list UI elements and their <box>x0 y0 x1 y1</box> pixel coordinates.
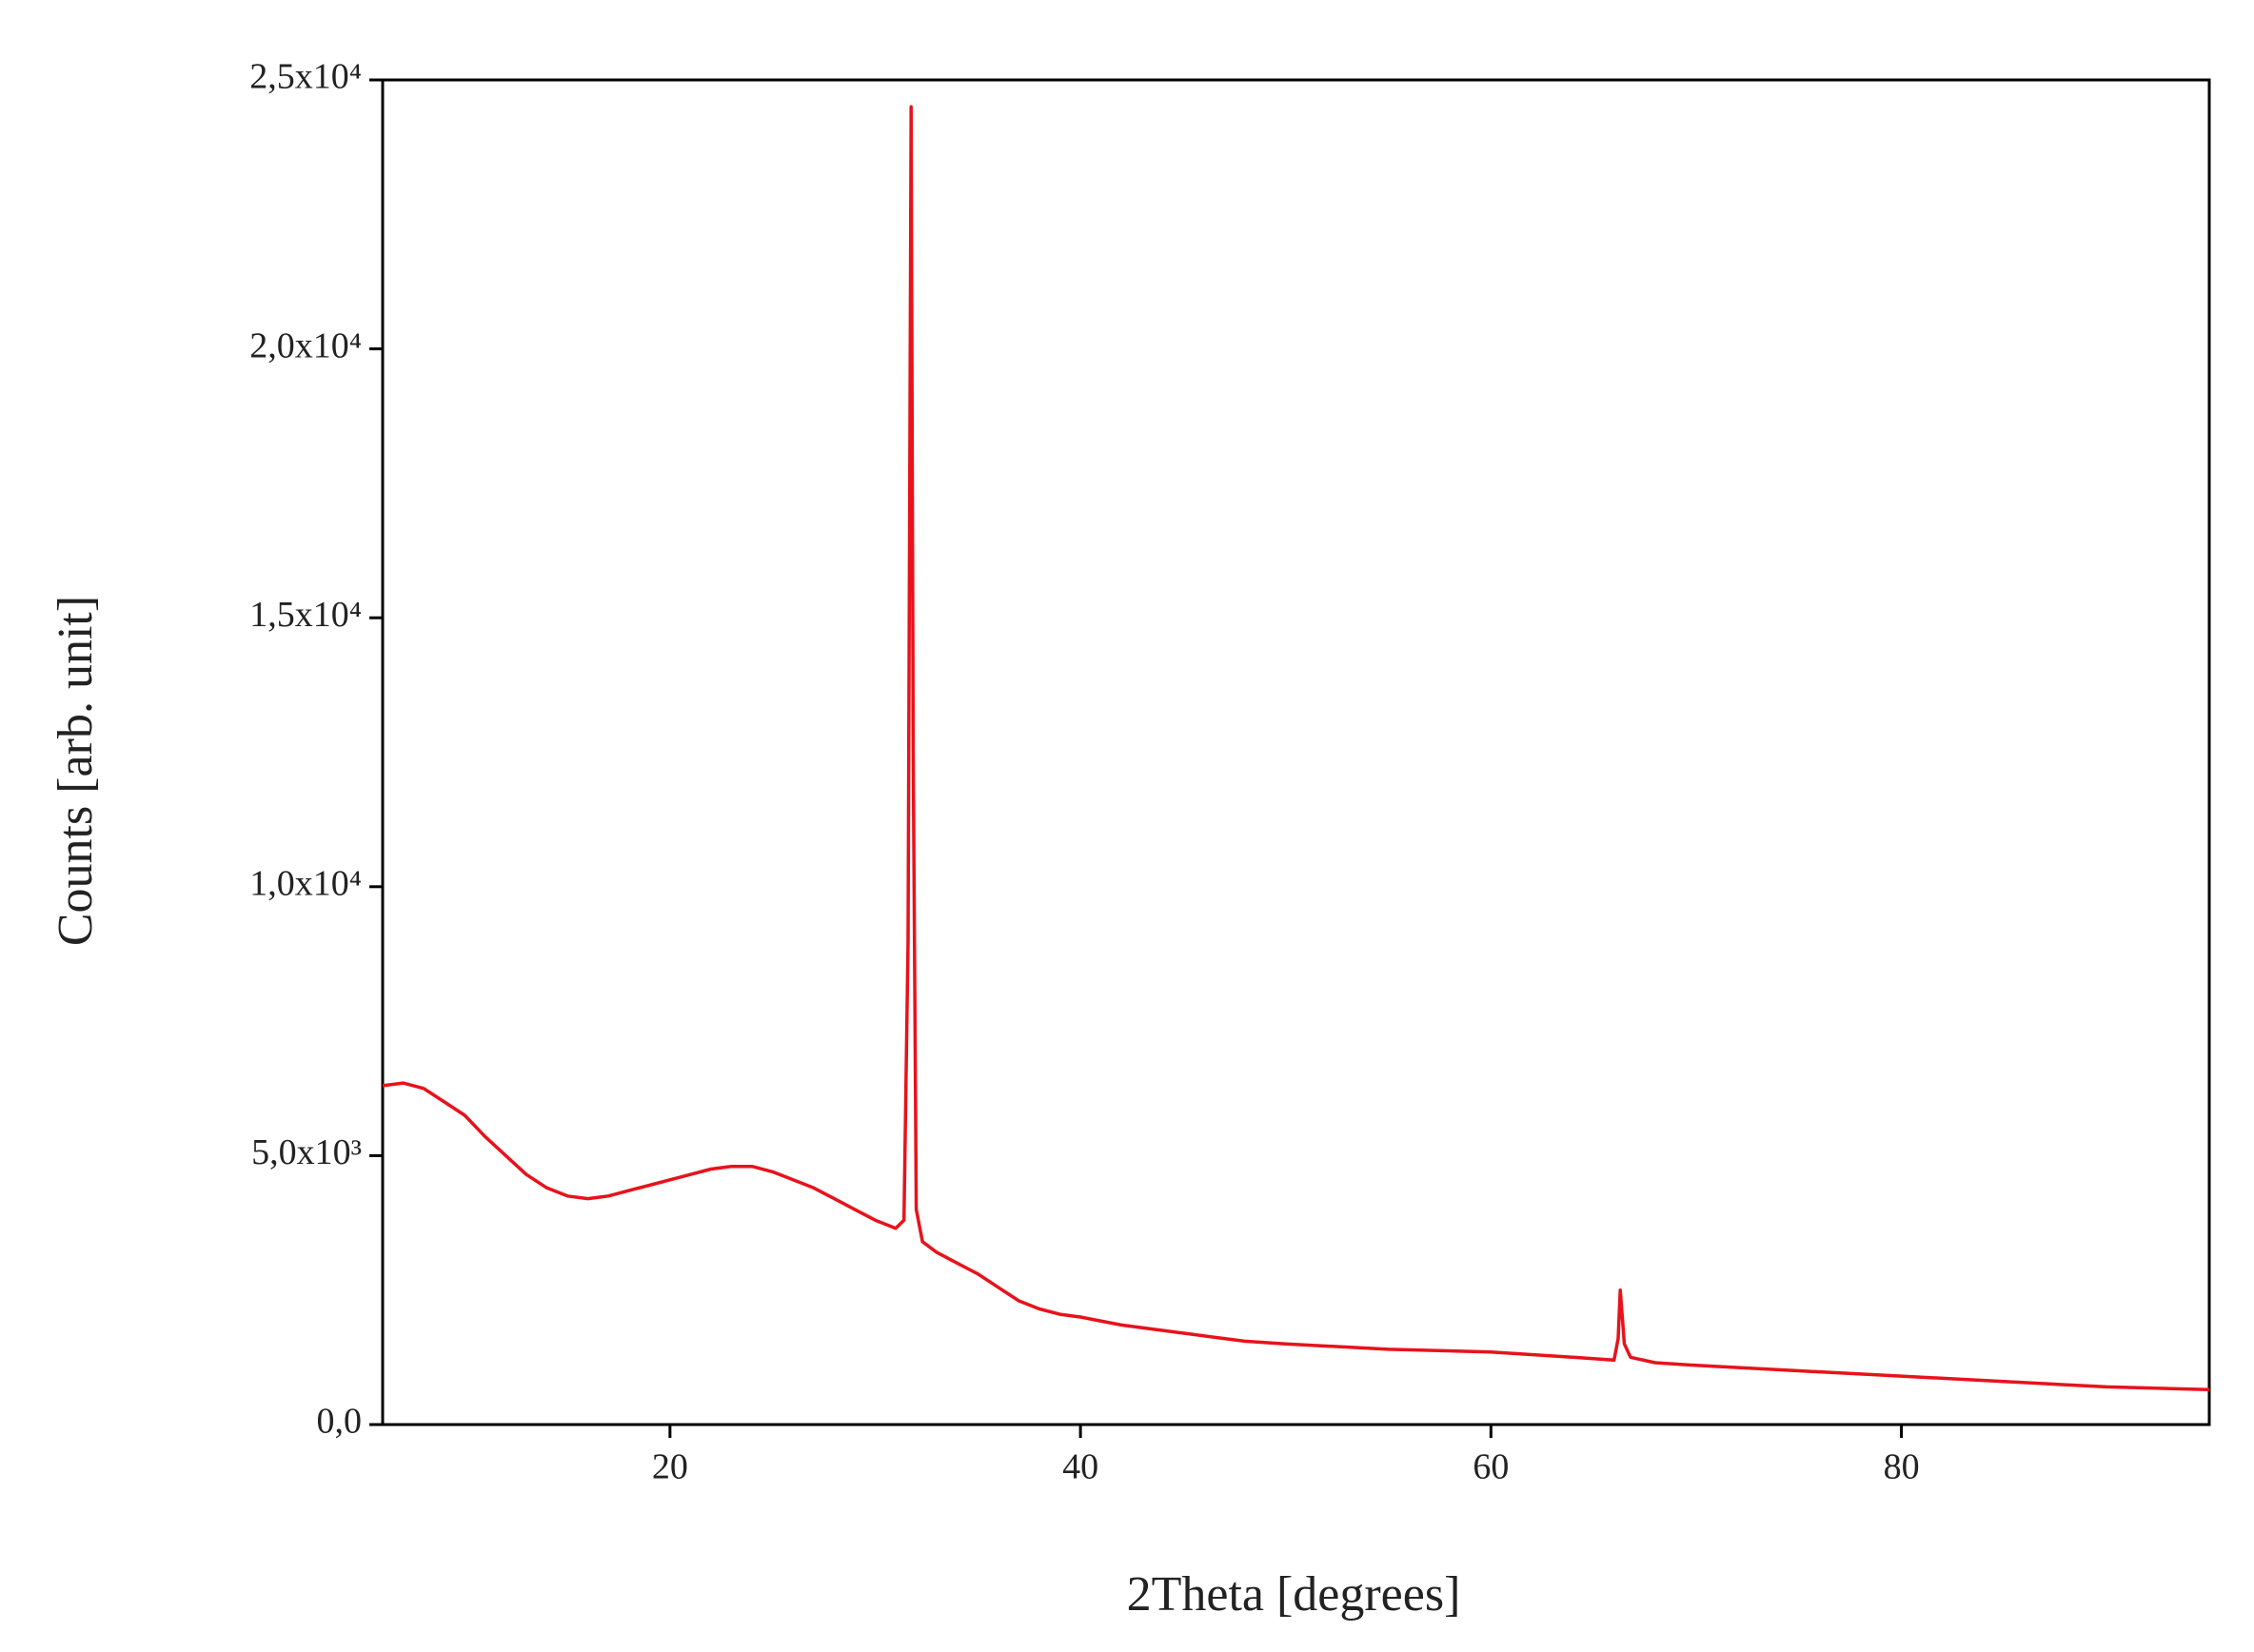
y-tick-label: 2,0x10⁴ <box>249 325 362 365</box>
y-tick-label: 2,5x10⁴ <box>249 57 362 97</box>
x-tick-label: 80 <box>1884 1447 1920 1487</box>
plot-frame <box>381 78 2211 1426</box>
x-axis-title: 2Theta [degrees] <box>1127 1567 1461 1622</box>
y-tick-label: 5,0x10³ <box>251 1132 362 1172</box>
y-tick-label: 0,0 <box>317 1402 363 1442</box>
data-line <box>382 105 2210 1392</box>
x-tick-label: 20 <box>652 1447 688 1487</box>
y-tick-label: 1,5x10⁴ <box>249 595 362 635</box>
y-tick-label: 1,0x10⁴ <box>249 864 362 904</box>
y-axis-title: Counts [arb. unit] <box>49 596 103 946</box>
x-tick-label: 40 <box>1062 1447 1098 1487</box>
x-tick-label: 60 <box>1473 1447 1509 1487</box>
